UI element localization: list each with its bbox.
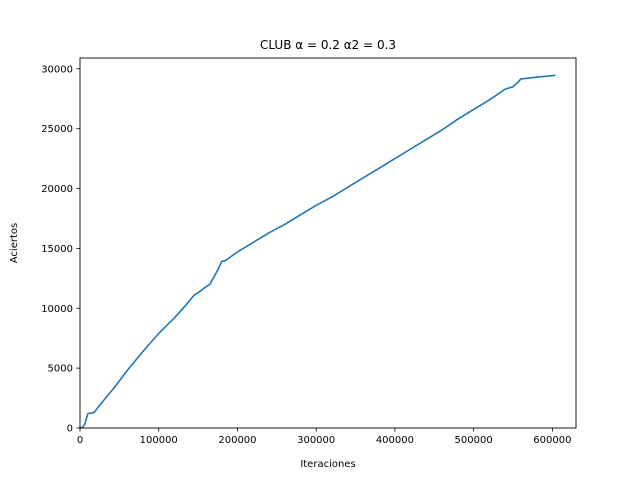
y-tick-label: 30000 bbox=[41, 64, 73, 75]
axes-frame bbox=[79, 57, 577, 429]
plot-area bbox=[79, 74, 556, 429]
x-axis-label: Iteraciones bbox=[300, 459, 355, 470]
y-axis-ticks: 0 5000 10000 15000 20000 25000 30000 bbox=[41, 64, 80, 435]
y-tick-label: 15000 bbox=[41, 244, 73, 255]
x-axis-ticks: 0 100000 200000 300000 400000 500000 600000 bbox=[77, 428, 571, 446]
x-tick-label: 0 bbox=[77, 435, 83, 446]
x-tick-label: 600000 bbox=[533, 435, 571, 446]
y-axis-label: Aciertos bbox=[9, 223, 20, 263]
x-tick-label: 200000 bbox=[218, 435, 256, 446]
x-tick-label: 300000 bbox=[297, 435, 335, 446]
x-tick-label: 400000 bbox=[376, 435, 414, 446]
x-tick-label: 100000 bbox=[140, 435, 178, 446]
series-line bbox=[79, 74, 556, 429]
x-tick-label: 500000 bbox=[455, 435, 493, 446]
y-tick-label: 0 bbox=[67, 424, 73, 435]
chart-title: CLUB α = 0.2 α2 = 0.3 bbox=[260, 38, 396, 52]
y-tick-label: 20000 bbox=[41, 184, 73, 195]
y-tick-label: 25000 bbox=[41, 124, 73, 135]
y-tick-label: 10000 bbox=[41, 304, 73, 315]
y-tick-label: 5000 bbox=[48, 364, 73, 375]
